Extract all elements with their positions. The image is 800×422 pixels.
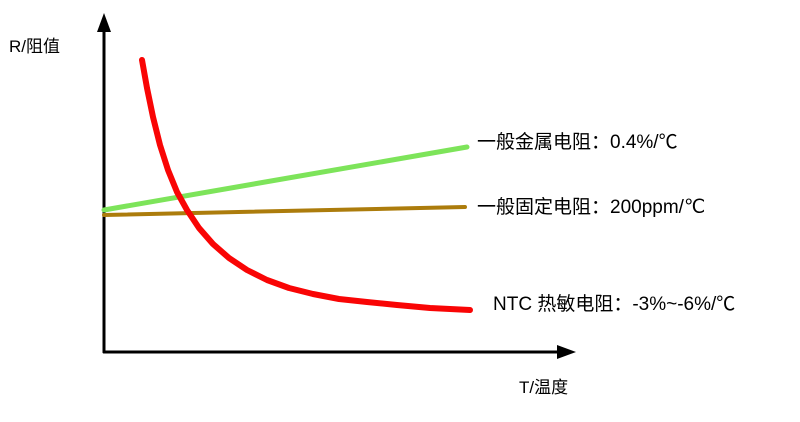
series-fixed-resistor bbox=[102, 205, 467, 217]
y-axis-label: R/阻值 bbox=[9, 37, 60, 56]
annotation-ntc-thermistor: NTC 热敏电阻：-3%~-6%/℃ bbox=[493, 294, 736, 315]
annotation-metal-resistor: 一般金属电阻：0.4%/℃ bbox=[477, 132, 678, 153]
y-axis-arrow-icon bbox=[97, 13, 111, 32]
x-axis-arrow-icon bbox=[557, 345, 576, 359]
series-metal-resistor bbox=[101, 144, 470, 213]
series-ntc-thermistor bbox=[139, 57, 473, 313]
annotation-fixed-resistor: 一般固定电阻：200ppm/℃ bbox=[477, 197, 706, 218]
x-axis-label: T/温度 bbox=[519, 378, 569, 397]
